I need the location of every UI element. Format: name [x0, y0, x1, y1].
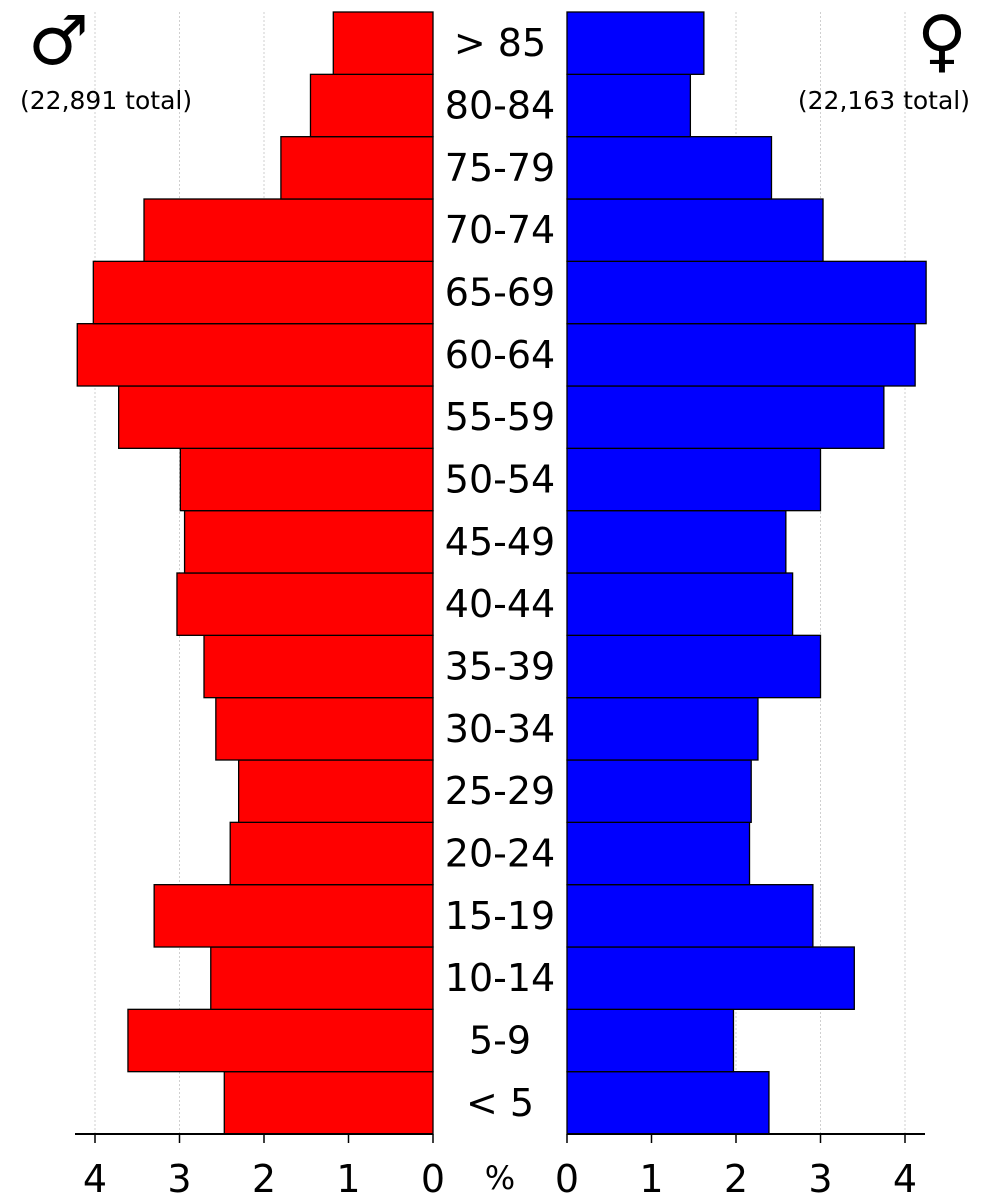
age-group-label: 10-14: [445, 956, 555, 1000]
female-bar: [566, 759, 752, 823]
age-group-label: 80-84: [445, 84, 555, 128]
age-group-label: 5-9: [469, 1019, 531, 1063]
female-x-tick-label: 0: [555, 1157, 579, 1200]
male-bar: [215, 697, 434, 761]
age-group-label: 15-19: [445, 894, 555, 938]
female-bar: [566, 946, 855, 1010]
female-bar: [566, 136, 773, 200]
male-bar: [229, 821, 434, 886]
male-x-tick-label: 3: [167, 1157, 191, 1200]
female-bar: [566, 11, 705, 75]
x-unit-label: %: [485, 1159, 515, 1197]
male-bar: [309, 73, 434, 138]
male-bar: [210, 946, 434, 1010]
age-group-label: 35-39: [445, 645, 555, 689]
age-group-label: 55-59: [445, 395, 555, 439]
age-group-label: 40-44: [445, 582, 555, 626]
male-bar: [179, 447, 434, 512]
male-bar: [332, 11, 434, 75]
male-bar: [280, 136, 434, 200]
female-x-tick-label: 4: [893, 1157, 917, 1200]
age-group-label: 50-54: [445, 458, 555, 502]
female-bar: [566, 73, 692, 138]
female-bar: [566, 385, 885, 449]
female-bar: [566, 1071, 770, 1135]
age-group-label: 25-29: [445, 769, 555, 813]
female-bar: [566, 447, 822, 512]
male-bar: [127, 1008, 434, 1073]
age-group-label: 75-79: [445, 146, 555, 190]
female-symbol-icon: ♀: [917, 2, 967, 81]
male-bar: [237, 759, 434, 823]
age-labels: < 5 5-9 10-14 15-19 20-24 25-29 30-34 35-39 40-4…: [445, 21, 555, 1125]
male-bar: [76, 323, 434, 387]
female-bar: [566, 510, 787, 574]
female-bar: [566, 821, 751, 886]
female-bar: [566, 323, 916, 387]
x-axes: 4 4 3 3 2 2 1 1 0 0%: [75, 1133, 925, 1200]
male-total-label: (22,891 total): [20, 86, 193, 115]
male-bar: [143, 198, 434, 262]
male-bar: [118, 385, 434, 449]
age-group-label: 30-34: [445, 707, 555, 751]
age-group-label: > 85: [454, 21, 546, 65]
female-bar: [566, 634, 822, 699]
female-bar: [566, 697, 759, 761]
age-group-label: 65-69: [445, 271, 555, 315]
male-x-tick-label: 0: [421, 1157, 445, 1200]
male-bar: [176, 572, 434, 636]
male-x-tick-label: 2: [252, 1157, 276, 1200]
female-x-tick-label: 1: [639, 1157, 663, 1200]
male-bar: [183, 510, 434, 574]
bars: [76, 11, 927, 1135]
female-total-label: (22,163 total): [797, 86, 970, 115]
female-bar: [566, 572, 794, 636]
female-bar: [566, 198, 824, 262]
male-bar: [203, 634, 434, 699]
male-bar: [153, 884, 434, 948]
male-x-tick-label: 1: [336, 1157, 360, 1200]
female-x-tick-label: 2: [724, 1157, 748, 1200]
age-group-label: 70-74: [445, 208, 555, 252]
age-group-label: 20-24: [445, 832, 555, 876]
female-bar: [566, 260, 927, 325]
male-x-tick-label: 4: [83, 1157, 107, 1200]
male-bar: [223, 1071, 434, 1135]
female-bar: [566, 884, 814, 948]
female-x-tick-label: 3: [808, 1157, 832, 1200]
female-bar: [566, 1008, 735, 1073]
age-group-label: < 5: [466, 1081, 534, 1125]
age-group-label: 60-64: [445, 333, 555, 377]
male-bar: [92, 260, 434, 325]
male-symbol-icon: ♂: [28, 2, 89, 81]
age-group-label: 45-49: [445, 520, 555, 564]
